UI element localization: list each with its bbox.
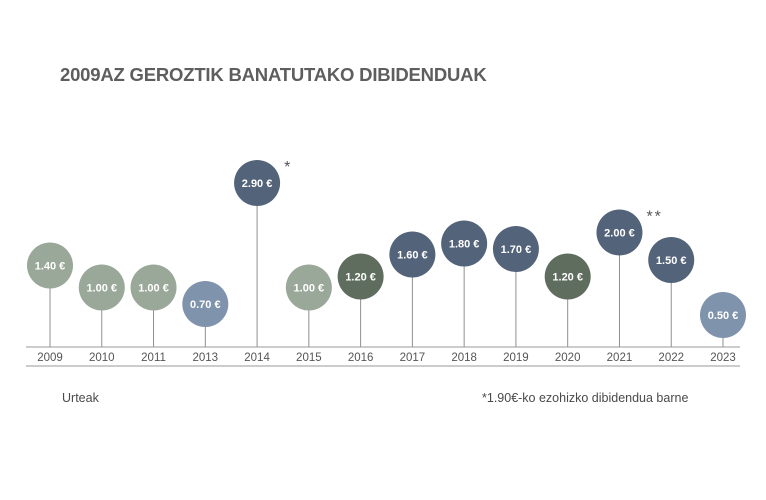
bubble-2017 xyxy=(389,231,436,278)
tick-label-2023: 2023 xyxy=(710,352,736,364)
value-label-2010: 1.00 € xyxy=(86,283,117,295)
tick-label-2011: 2011 xyxy=(141,352,166,364)
value-label-2021: 2.00 € xyxy=(604,228,635,240)
value-label-2016: 1.20 € xyxy=(345,272,376,284)
value-label-2018: 1.80 € xyxy=(449,239,480,251)
bubble-2019 xyxy=(492,226,539,272)
bubble-2016 xyxy=(337,253,384,300)
bubble-2022 xyxy=(648,237,695,283)
x-axis-label: Urteak xyxy=(62,391,99,405)
bubble-2018 xyxy=(441,220,488,267)
footnote-marker-2021: ** xyxy=(646,209,662,226)
value-label-2020: 1.20 € xyxy=(552,272,583,284)
chart-title: 2009AZ GEROZTIK BANATUTAKO DIBIDENDUAK xyxy=(60,64,487,85)
value-label-2019: 1.70 € xyxy=(501,244,532,256)
bubble-2020 xyxy=(544,253,591,300)
tick-label-2016: 2016 xyxy=(348,352,374,364)
tick-label-2014: 2014 xyxy=(244,352,270,364)
bubble-2013 xyxy=(182,281,229,327)
bubbles-group: 1.40 € 1.00 € 1.00 € 0.70 € 2.90 € 1.00 € 1.20… xyxy=(27,160,746,338)
tick-labels-group: 2009 2010 2011 2013 2014 2015 2016 2017 2018 2019… xyxy=(37,352,736,364)
value-label-2013: 0.70 € xyxy=(190,299,221,311)
value-label-2009: 1.40 € xyxy=(35,261,66,273)
bubble-2021 xyxy=(596,209,643,256)
value-label-2011: 1.00 € xyxy=(138,283,169,295)
tick-label-2018: 2018 xyxy=(451,352,477,364)
value-label-2023: 0.50 € xyxy=(708,310,739,322)
bubble-2015 xyxy=(285,264,332,311)
bubble-2014 xyxy=(234,160,281,206)
value-label-2022: 1.50 € xyxy=(656,255,687,267)
value-label-2017: 1.60 € xyxy=(397,250,428,262)
tick-label-2013: 2013 xyxy=(193,352,219,364)
value-label-2015: 1.00 € xyxy=(294,283,325,295)
tick-label-2009: 2009 xyxy=(37,352,63,364)
tick-label-2019: 2019 xyxy=(503,352,529,364)
tick-label-2017: 2017 xyxy=(400,352,426,364)
tick-label-2020: 2020 xyxy=(555,352,581,364)
bubble-2011 xyxy=(130,264,177,311)
footnote: *1.90€-ko ezohizko dibidendua barne xyxy=(482,391,689,405)
bubble-2009 xyxy=(27,242,73,289)
tick-label-2010: 2010 xyxy=(89,352,115,364)
value-label-2014: 2.90 € xyxy=(242,178,273,190)
bubble-2023 xyxy=(700,292,746,338)
tick-label-2021: 2021 xyxy=(607,352,633,364)
tick-label-2022: 2022 xyxy=(658,352,684,364)
footnote-marker-2014: * xyxy=(284,159,292,176)
bubble-2010 xyxy=(78,264,125,311)
tick-label-2015: 2015 xyxy=(296,352,322,364)
markers-group: *** xyxy=(284,159,662,226)
